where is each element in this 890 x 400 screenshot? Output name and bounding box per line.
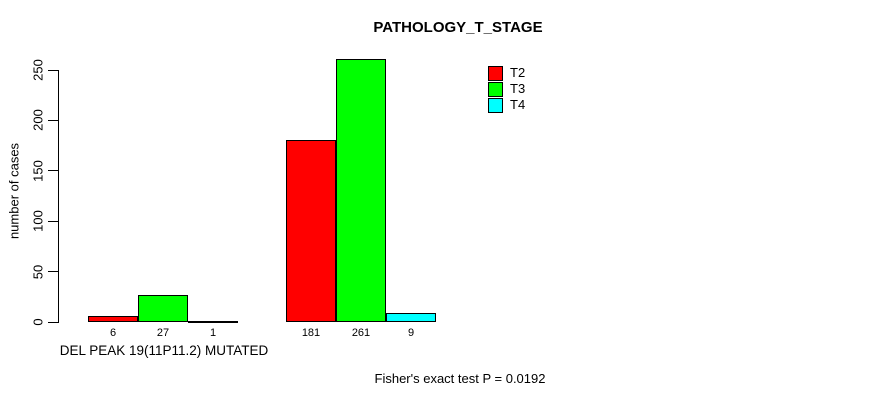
bar-t4-group2 [386,313,436,322]
y-axis-tick [48,220,58,222]
bar-value-label: 1 [209,327,217,339]
y-axis-tick-label: 100 [30,210,46,233]
legend-item-t2: T2 [488,65,526,81]
y-axis-line [58,70,59,323]
legend-swatch-t3 [488,81,503,97]
legend: T2 T3 T4 [488,65,526,114]
legend-item-t3: T3 [488,81,526,97]
chart-title: PATHOLOGY_T_STAGE [373,19,543,36]
bar-t4-group1 [188,321,238,323]
bar-value-label: 261 [351,327,371,339]
y-axis-tick-label: 50 [30,264,46,279]
y-axis-tick-label: 200 [30,109,46,132]
y-axis-tick-label: 250 [30,59,46,81]
y-axis-tick [48,271,58,273]
bar-t3-group1 [138,295,188,322]
bar-t2-group1 [88,316,138,322]
y-axis-tick-label: 150 [30,159,46,182]
y-axis-tick-label: 0 [30,318,46,326]
legend-swatch-t2 [488,65,503,81]
bar-value-label: 6 [109,327,117,339]
legend-item-t4: T4 [488,97,526,113]
bar-value-label: 9 [407,327,415,339]
legend-label-t2: T2 [510,65,526,80]
y-axis-tick [48,321,58,323]
legend-label-t4: T4 [510,97,526,112]
bar-value-label: 27 [156,327,170,339]
legend-label-t3: T3 [510,81,526,96]
bar-t2-group2 [286,140,336,322]
bar-value-label: 181 [301,327,321,339]
y-axis-tick [48,170,58,172]
legend-swatch-t4 [488,97,503,113]
x-axis-group-label: DEL PEAK 19(11P11.2) MUTATED [59,343,269,358]
bar-t3-group2 [336,59,386,322]
y-axis-tick [48,119,58,121]
y-axis-tick [48,69,58,71]
fisher-test-annotation: Fisher's exact test P = 0.0192 [374,371,546,386]
